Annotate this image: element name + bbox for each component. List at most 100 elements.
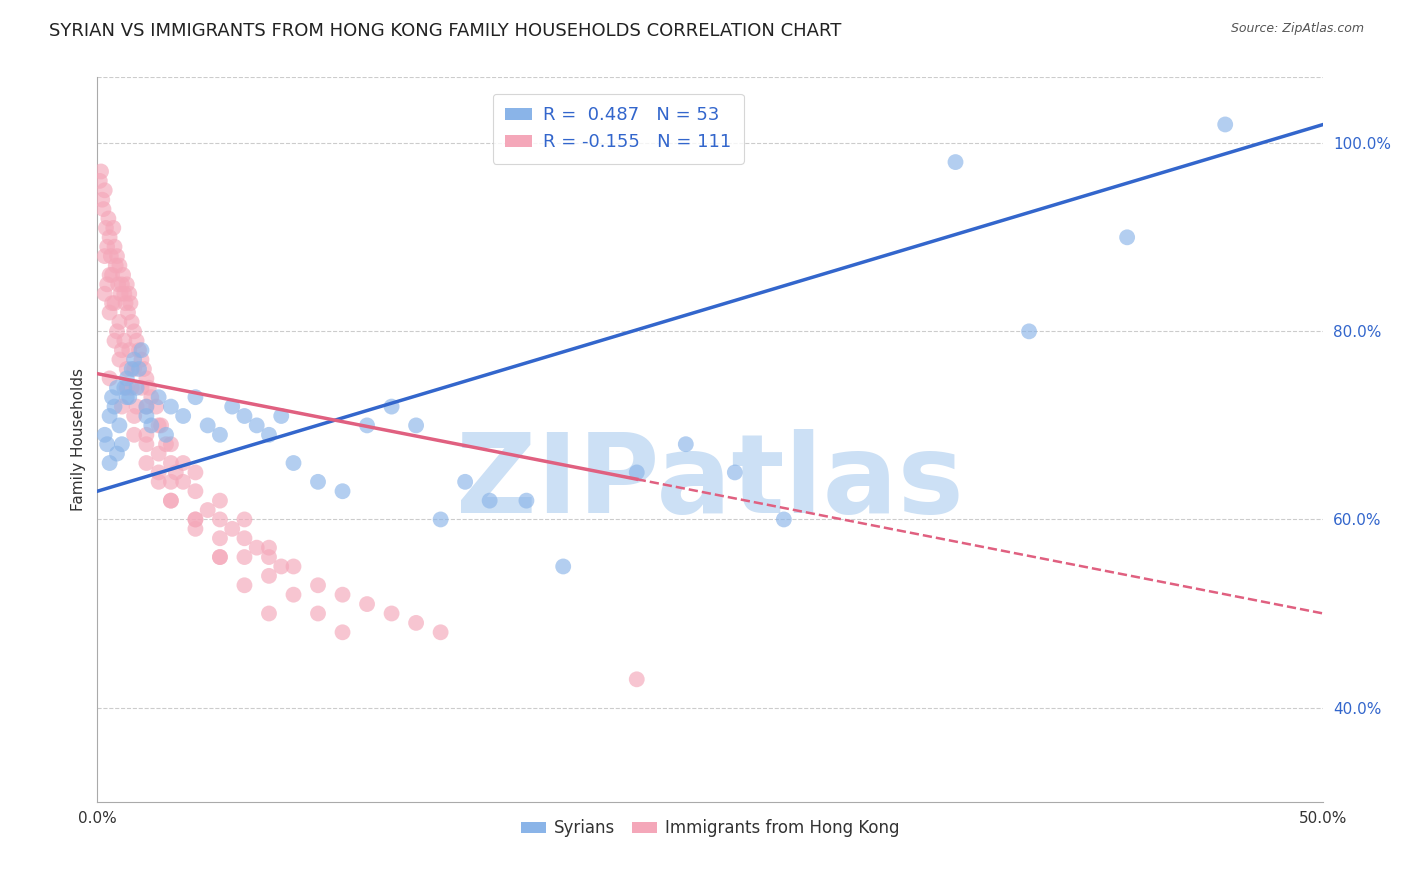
Point xyxy=(121,362,143,376)
Point xyxy=(135,427,157,442)
Point xyxy=(184,512,207,526)
Point xyxy=(122,427,145,442)
Point xyxy=(105,447,128,461)
Point xyxy=(184,390,207,404)
Point xyxy=(135,400,157,414)
Point xyxy=(405,615,427,630)
Point xyxy=(118,390,141,404)
Point xyxy=(131,343,153,358)
Point xyxy=(332,484,354,499)
Point xyxy=(160,493,183,508)
Point xyxy=(98,268,121,282)
Text: SYRIAN VS IMMIGRANTS FROM HONG KONG FAMILY HOUSEHOLDS CORRELATION CHART: SYRIAN VS IMMIGRANTS FROM HONG KONG FAMI… xyxy=(49,22,842,40)
Point xyxy=(91,193,114,207)
Point xyxy=(110,286,132,301)
Point xyxy=(141,390,163,404)
Point xyxy=(197,503,219,517)
Point xyxy=(135,437,157,451)
Point xyxy=(626,466,648,480)
Point xyxy=(172,475,194,489)
Point xyxy=(108,259,131,273)
Point xyxy=(131,352,153,367)
Point xyxy=(122,352,145,367)
Point xyxy=(208,550,231,565)
Point xyxy=(93,183,115,197)
Point xyxy=(257,541,280,555)
Point xyxy=(307,607,329,621)
Point xyxy=(135,400,157,414)
Point xyxy=(155,437,177,451)
Point xyxy=(112,286,135,301)
Point xyxy=(98,230,121,244)
Point xyxy=(208,493,231,508)
Point xyxy=(105,249,128,263)
Point xyxy=(111,277,134,292)
Point xyxy=(172,409,194,423)
Point xyxy=(233,512,256,526)
Point xyxy=(118,286,141,301)
Point xyxy=(118,343,141,358)
Point xyxy=(111,400,134,414)
Point xyxy=(112,334,135,348)
Point xyxy=(100,249,122,263)
Point xyxy=(108,352,131,367)
Point xyxy=(1213,118,1236,132)
Point xyxy=(257,569,280,583)
Text: ZIPatlas: ZIPatlas xyxy=(457,429,965,536)
Point xyxy=(98,371,121,385)
Point xyxy=(184,466,207,480)
Point xyxy=(122,409,145,423)
Point xyxy=(112,268,135,282)
Point xyxy=(141,418,163,433)
Point xyxy=(96,277,118,292)
Point xyxy=(626,673,648,687)
Point xyxy=(148,475,170,489)
Point xyxy=(115,362,138,376)
Text: Source: ZipAtlas.com: Source: ZipAtlas.com xyxy=(1230,22,1364,36)
Point xyxy=(1116,230,1139,244)
Point xyxy=(121,315,143,329)
Point xyxy=(429,625,451,640)
Point xyxy=(115,381,138,395)
Point xyxy=(515,493,537,508)
Point xyxy=(307,475,329,489)
Point xyxy=(108,418,131,433)
Point xyxy=(332,625,354,640)
Point xyxy=(96,240,118,254)
Point xyxy=(221,522,243,536)
Point xyxy=(135,456,157,470)
Point xyxy=(553,559,575,574)
Point xyxy=(114,296,136,310)
Point xyxy=(283,456,305,470)
Point xyxy=(108,315,131,329)
Point xyxy=(233,409,256,423)
Point xyxy=(270,409,292,423)
Point xyxy=(257,607,280,621)
Point xyxy=(103,240,125,254)
Point xyxy=(270,559,292,574)
Point xyxy=(356,597,378,611)
Point xyxy=(94,221,117,235)
Point xyxy=(405,418,427,433)
Point xyxy=(125,400,148,414)
Point xyxy=(111,437,134,451)
Point xyxy=(233,531,256,545)
Point xyxy=(148,466,170,480)
Point xyxy=(103,221,125,235)
Point xyxy=(135,409,157,423)
Point xyxy=(98,409,121,423)
Legend: Syrians, Immigrants from Hong Kong: Syrians, Immigrants from Hong Kong xyxy=(515,813,907,844)
Point xyxy=(101,390,124,404)
Point xyxy=(307,578,329,592)
Point xyxy=(233,550,256,565)
Point xyxy=(101,296,124,310)
Point xyxy=(283,559,305,574)
Point xyxy=(155,427,177,442)
Point xyxy=(1018,324,1040,338)
Point xyxy=(283,588,305,602)
Point xyxy=(233,578,256,592)
Point xyxy=(160,493,183,508)
Point xyxy=(165,466,187,480)
Point xyxy=(148,447,170,461)
Point xyxy=(122,324,145,338)
